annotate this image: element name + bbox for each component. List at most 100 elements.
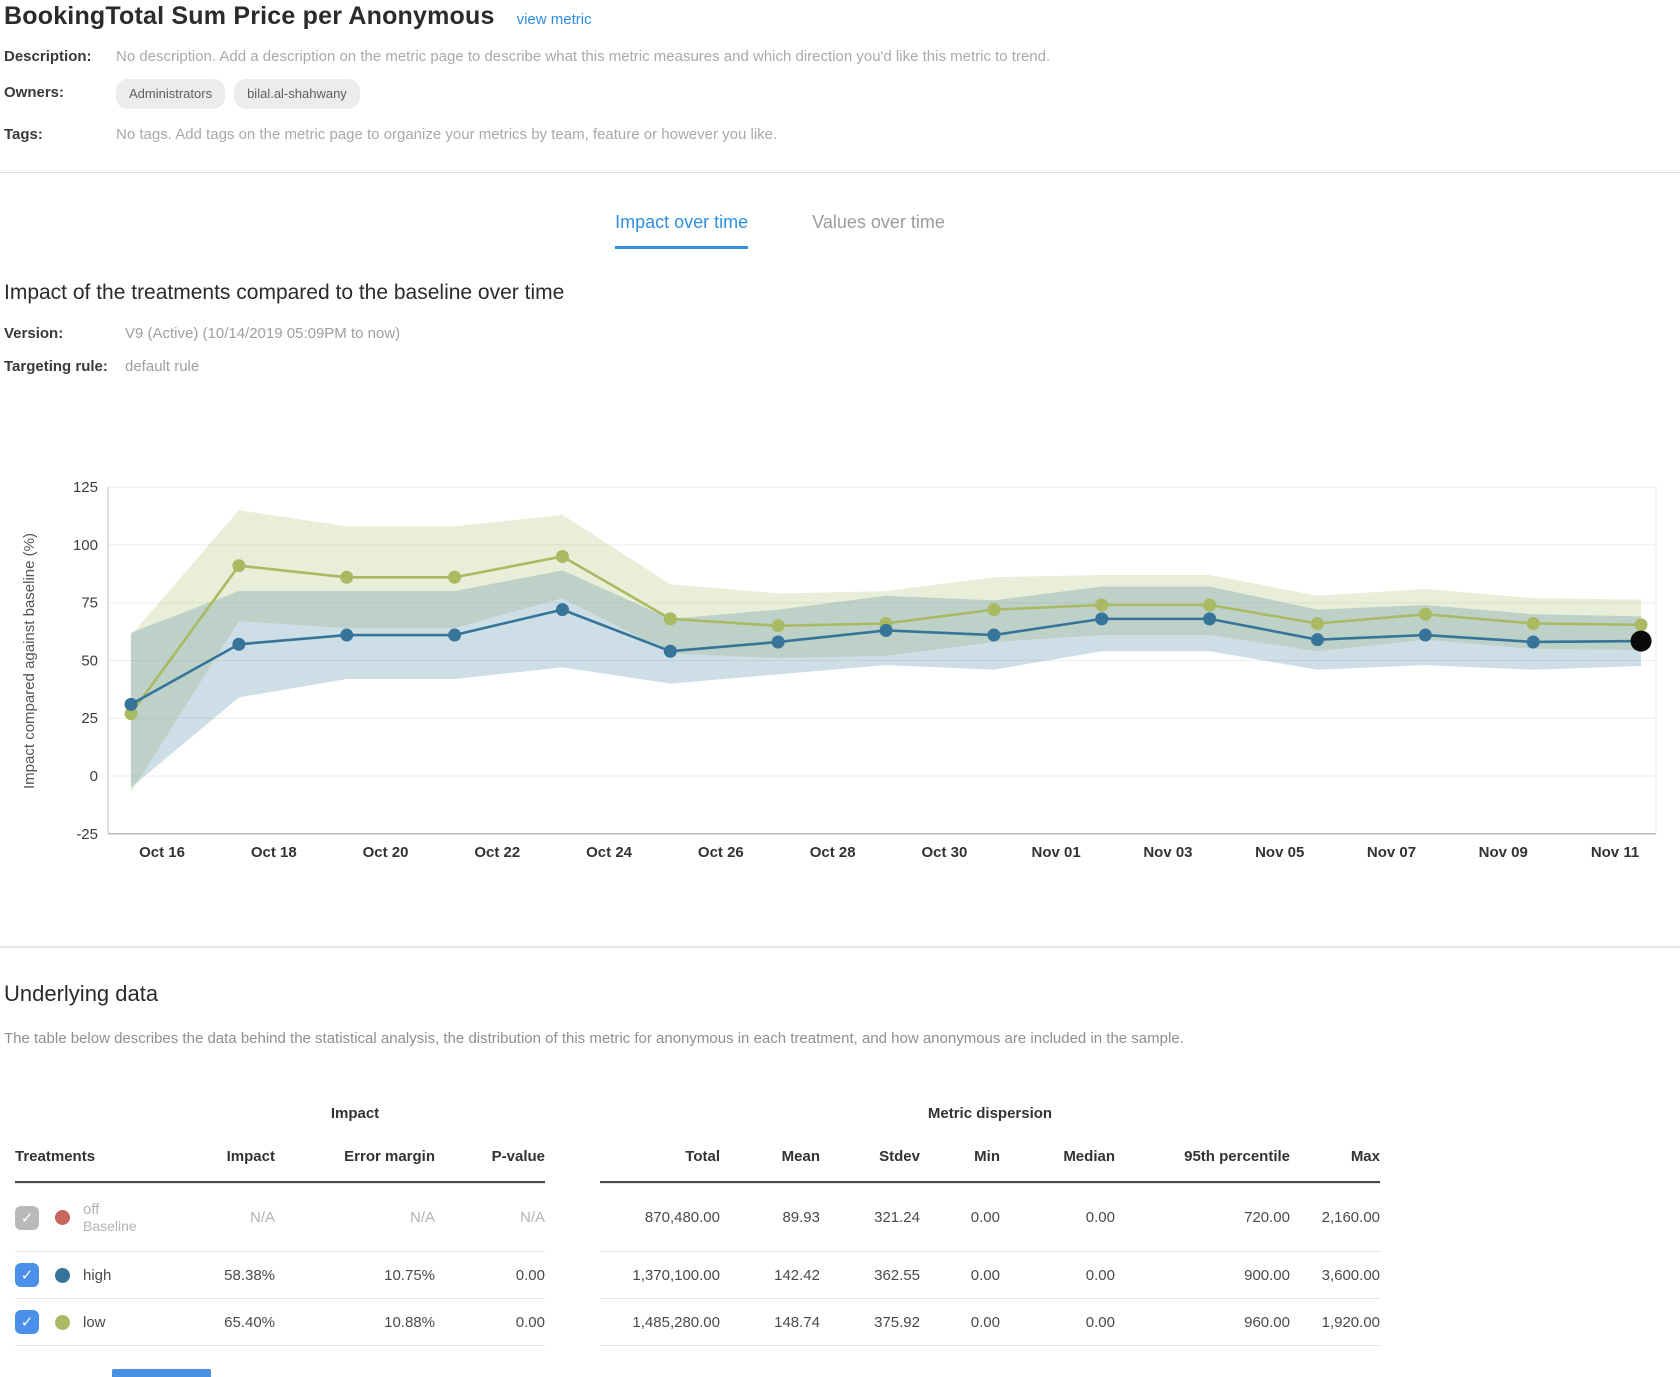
header-spacer [545, 1131, 600, 1183]
group-header-metric-dispersion: Metric dispersion [927, 1104, 1053, 1122]
targeting-rule-row: Targeting rule: default rule [4, 358, 199, 375]
high-point[interactable] [555, 603, 569, 617]
treatment-label-off: off Baseline [83, 1200, 137, 1234]
high-point[interactable] [771, 635, 785, 649]
treatment-color-dot-low [55, 1314, 70, 1330]
latest-point-marker[interactable] [1630, 630, 1652, 652]
low-point[interactable] [232, 559, 246, 573]
high-point[interactable] [232, 637, 246, 651]
low-point[interactable] [1634, 618, 1648, 632]
y-tick-label: 125 [73, 479, 98, 496]
high-point[interactable] [1418, 628, 1432, 642]
table-bottom-border [15, 1345, 1380, 1346]
y-tick-label: 75 [81, 595, 98, 612]
x-tick-label: Oct 24 [586, 844, 633, 861]
low-point[interactable] [1310, 616, 1324, 630]
total-cell-off: 870,480.00 [600, 1183, 720, 1251]
bottom-sep [1000, 1345, 1115, 1346]
x-tick-label: Nov 07 [1367, 844, 1416, 861]
low-point[interactable] [987, 603, 1001, 617]
cut-off-button[interactable] [112, 1369, 211, 1377]
p-value-cell-low: 0.00 [435, 1298, 545, 1345]
group-spacer [545, 1095, 600, 1131]
low-point[interactable] [1418, 607, 1432, 621]
x-tick-label: Oct 28 [810, 844, 856, 861]
x-tick-label: Oct 18 [251, 844, 297, 861]
x-tick-label: Nov 11 [1591, 844, 1639, 861]
description-row: Description: No description. Add a descr… [4, 47, 1680, 67]
bottom-sep [545, 1345, 600, 1346]
metric-header: BookingTotal Sum Price per Anonymous vie… [4, 0, 1680, 145]
high-point[interactable] [1310, 633, 1324, 647]
stdev-cell-low: 375.92 [820, 1298, 920, 1345]
tab-impact-over-time[interactable]: Impact over time [615, 212, 749, 249]
impact-over-time-chart[interactable]: 125 100 75 50 25 0 -25 Oct 16 Oct 18 Oct 20 Oct 22… [0, 443, 1680, 873]
low-point[interactable] [555, 549, 569, 563]
high-point[interactable] [340, 628, 354, 642]
impact-cell-low: 65.40% [165, 1298, 275, 1345]
tags-label: Tags: [4, 126, 43, 143]
high-point[interactable] [879, 623, 893, 637]
low-point[interactable] [663, 612, 677, 626]
column-header-p-value: P-value [435, 1131, 545, 1183]
group-header-impact: Impact [330, 1104, 380, 1122]
treatment-checkbox-off[interactable]: ✓ [15, 1205, 39, 1230]
table-row-high: ✓ high 58.38% 10.75% 0.00 1,370,100.00 142.42 3… [15, 1251, 1380, 1298]
bottom-sep [165, 1345, 275, 1346]
high-point[interactable] [1526, 635, 1540, 649]
max-cell-off: 2,160.00 [1290, 1183, 1380, 1251]
low-point[interactable] [1095, 598, 1109, 612]
column-header-impact: Impact [165, 1131, 275, 1183]
p-value-cell-high: 0.00 [435, 1251, 545, 1298]
x-tick-label: Oct 20 [363, 844, 409, 861]
treatment-checkbox-high[interactable]: ✓ [15, 1263, 39, 1287]
low-point[interactable] [448, 570, 462, 584]
high-point[interactable] [1203, 612, 1217, 626]
mean-cell-high: 142.42 [720, 1251, 820, 1298]
bottom-sep [275, 1345, 435, 1346]
page-title: BookingTotal Sum Price per Anonymous [4, 2, 495, 30]
treatment-color-dot-high [55, 1267, 70, 1283]
high-point[interactable] [1095, 612, 1109, 626]
median-cell-off: 0.00 [1000, 1183, 1115, 1251]
tab-bar: Impact over time Values over time [0, 212, 1560, 249]
low-point[interactable] [771, 619, 785, 633]
column-header-min: Min [920, 1131, 1000, 1183]
y-tick-label: -25 [76, 826, 98, 843]
bottom-sep [1290, 1345, 1380, 1346]
tags-value: No tags. Add tags on the metric page to … [116, 126, 778, 143]
column-header-total: Total [600, 1131, 720, 1183]
high-point[interactable] [124, 697, 138, 711]
low-point[interactable] [1203, 598, 1217, 612]
treatment-checkbox-low[interactable]: ✓ [15, 1310, 39, 1334]
bottom-sep [720, 1345, 820, 1346]
tab-values-over-time[interactable]: Values over time [812, 212, 945, 232]
table-row-off: ✓ off Baseline N/A N/A N/A 870,480.00 89.93 321.… [15, 1183, 1380, 1251]
x-tick-label: Oct 26 [698, 844, 744, 861]
low-point[interactable] [340, 570, 354, 584]
view-metric-link[interactable]: view metric [516, 11, 592, 28]
tags-row: Tags: No tags. Add tags on the metric pa… [4, 125, 1680, 145]
p95-cell-off: 720.00 [1115, 1183, 1290, 1251]
high-point[interactable] [663, 644, 677, 658]
low-point[interactable] [124, 707, 138, 721]
p-value-cell-off: N/A [435, 1183, 545, 1251]
owner-badge-bilal-al-shahwany[interactable]: bilal.al-shahwany [234, 79, 360, 109]
chart-svg: 125 100 75 50 25 0 -25 Oct 16 Oct 18 Oct 20 Oct 22… [21, 479, 1657, 861]
x-tick-label: Oct 16 [139, 844, 185, 861]
underlying-data-table: Impact Metric dispersion Treatments Impact E… [15, 1095, 1380, 1346]
y-tick-label: 50 [81, 652, 98, 669]
high-point[interactable] [987, 628, 1001, 642]
impact-cell-high: 58.38% [165, 1251, 275, 1298]
owner-badge-administrators[interactable]: Administrators [116, 79, 226, 109]
low-point[interactable] [1526, 616, 1540, 630]
bottom-sep [920, 1345, 1000, 1346]
bottom-sep [435, 1345, 545, 1346]
max-cell-high: 3,600.00 [1290, 1251, 1380, 1298]
stdev-cell-high: 362.55 [820, 1251, 920, 1298]
column-header-median: Median [1000, 1131, 1115, 1183]
treatment-color-dot-off [55, 1210, 70, 1225]
high-point[interactable] [448, 628, 462, 642]
x-tick-label: Nov 05 [1255, 844, 1304, 861]
impact-section-heading: Impact of the treatments compared to the… [4, 281, 565, 304]
